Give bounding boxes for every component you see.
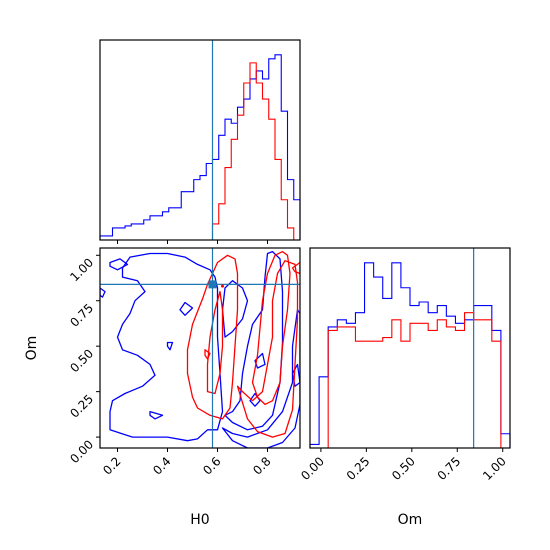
red-point-marker (221, 284, 224, 288)
h0-axis-label: H0 (190, 512, 209, 528)
h0-om-contour-panel: 0.2 0.4 0.6 0.8 0.00 0.25 0.50 0.75 1.00 H0 Om (24, 247, 301, 528)
om-histogram-axis-label: Om (398, 512, 423, 528)
h0-histogram-frame (99, 39, 301, 241)
blue-contour-8 (149, 410, 164, 420)
h0-tick-label-3: 0.8 (250, 454, 273, 477)
om-tick-label-0: 0.00 (67, 437, 96, 466)
h0-histogram-series (99, 54, 301, 241)
red-contour-4 (204, 349, 211, 360)
blue-contour-5 (221, 280, 249, 338)
om-histogram-frame (309, 247, 511, 449)
blue-contour-0 (100, 287, 106, 298)
contour-frame (99, 247, 301, 449)
om-hist-tick-label-1: 0.25 (344, 454, 373, 483)
h0-tick-label-0: 0.2 (100, 454, 123, 477)
h0-axis-ticks: 0.2 0.4 0.6 0.8 (100, 448, 274, 478)
om-hist-tick-label-3: 0.75 (435, 454, 464, 483)
red-contour-5 (291, 261, 300, 275)
om-tick-label-2: 0.50 (67, 346, 96, 375)
om-axis-label: Om (24, 336, 40, 361)
red-contour-3 (251, 250, 291, 406)
blue-contour-4 (224, 250, 284, 431)
om-tick-label-4: 1.00 (67, 255, 96, 284)
h0-histogram-step-1 (211, 62, 300, 241)
om-histogram-ticks: 0.00 0.25 0.50 0.75 1.00 (298, 448, 509, 483)
truth-marker (208, 280, 217, 289)
om-histogram-step-1 (310, 312, 510, 449)
h0-tick-label-1: 0.4 (150, 454, 173, 477)
blue-contour-7 (166, 341, 174, 351)
om-tick-label-1: 0.25 (67, 392, 96, 421)
blue-contour-6 (179, 301, 194, 316)
red-contour-0 (186, 254, 239, 420)
h0-histogram-panel (99, 39, 301, 244)
om-hist-tick-label-2: 0.50 (389, 454, 418, 483)
om-histogram-series (309, 262, 511, 449)
red-contour-1 (206, 290, 224, 395)
h0-histogram-step-0 (99, 54, 301, 240)
om-hist-tick-label-0: 0.00 (298, 454, 327, 483)
om-histogram-panel: 0.00 0.25 0.50 0.75 1.00 Om (298, 247, 511, 528)
om-hist-tick-label-4: 1.00 (480, 454, 509, 483)
om-histogram-step-0 (309, 262, 511, 448)
contour-lines (100, 250, 300, 448)
h0-histogram-ticks (117, 240, 268, 244)
h0-tick-label-2: 0.6 (200, 454, 223, 477)
om-tick-label-3: 0.75 (67, 301, 96, 330)
blue-contour-2 (109, 252, 224, 442)
om-axis-ticks: 0.00 0.25 0.50 0.75 1.00 (67, 254, 100, 466)
blue-contour-10 (249, 392, 261, 407)
red-contour-2 (236, 260, 299, 438)
blue-contour-9 (254, 352, 266, 369)
